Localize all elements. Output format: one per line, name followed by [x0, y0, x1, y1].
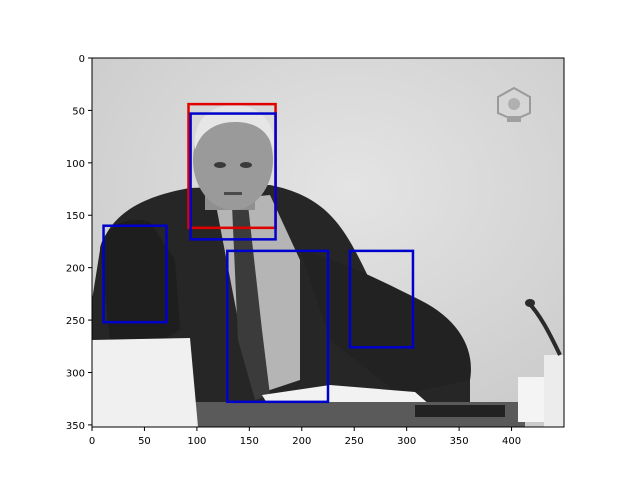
y-tick-label: 300 [66, 368, 85, 379]
hair-shape [194, 105, 275, 150]
x-tick-label: 200 [292, 436, 311, 447]
court-logo-icon [497, 86, 531, 122]
y-tick-label: 150 [66, 211, 85, 222]
x-tick-label: 100 [187, 436, 206, 447]
x-tick-label: 150 [240, 436, 259, 447]
cup-shape [518, 377, 544, 422]
blue-box-1 [189, 112, 277, 241]
left-arm-shape [100, 219, 180, 360]
x-tick-label: 300 [397, 436, 416, 447]
axes-frame [91, 57, 565, 428]
x-tick-label: 350 [450, 436, 469, 447]
monitor-shape [92, 338, 198, 427]
tie-shape [232, 205, 270, 400]
y-tick-label: 350 [66, 421, 85, 432]
y-tick-label: 250 [66, 316, 85, 327]
microphone-head [525, 299, 535, 307]
blue-box-2 [102, 224, 168, 324]
right-eye-shape [240, 162, 252, 168]
photo [92, 58, 564, 427]
device-on-desk [415, 405, 505, 417]
screen-edge-shape [544, 355, 564, 427]
mouth-shape [224, 192, 242, 195]
y-tick-label: 0 [79, 54, 85, 65]
ticks-layer: 0 50 100 150 200 250 300 350 400 0 50 100 150 200 250 3… [66, 54, 521, 447]
x-tick-label: 0 [89, 436, 95, 447]
boxes-layer [102, 102, 415, 404]
head-shape [193, 110, 273, 210]
y-tick-label: 100 [66, 159, 85, 170]
x-tick-label: 50 [138, 436, 151, 447]
right-arm-shape [300, 250, 471, 395]
y-tick-label: 50 [72, 106, 85, 117]
x-tick-label: 250 [345, 436, 364, 447]
x-tick-label: 400 [502, 436, 521, 447]
y-tick-label: 200 [66, 264, 85, 275]
blue-box-4 [348, 249, 415, 349]
left-eye-shape [214, 162, 226, 168]
blue-box-3 [226, 249, 330, 404]
